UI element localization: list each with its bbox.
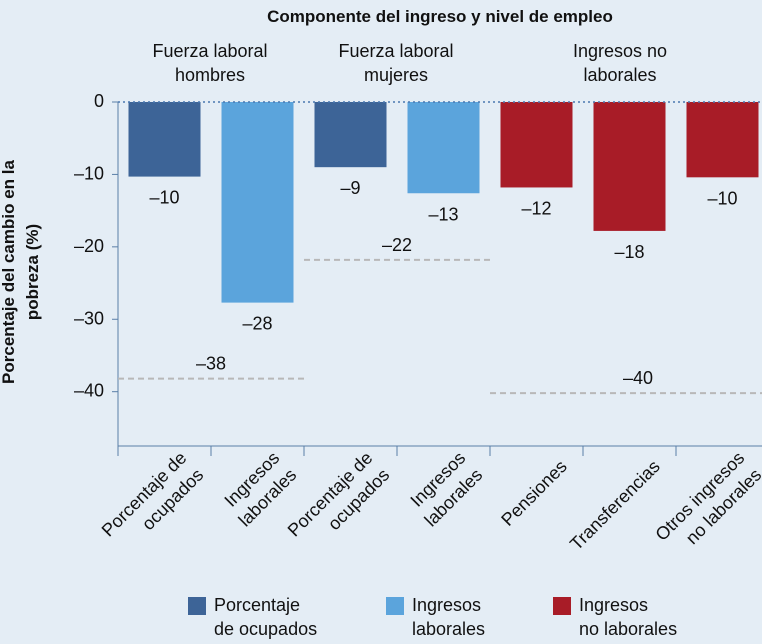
value-label: –13	[428, 204, 458, 224]
group-total-label: –38	[196, 353, 226, 373]
legend-label: Porcentaje de ocupados	[214, 595, 317, 639]
bar	[407, 102, 480, 194]
y-tick-label: 0	[94, 91, 104, 111]
group-total-label: –22	[382, 235, 412, 255]
bar	[128, 102, 201, 177]
bar	[686, 102, 759, 178]
x-tick-label: Ingresoslaborales	[217, 448, 300, 531]
legend-swatch	[188, 597, 206, 615]
x-tick-label: Transferencias	[566, 456, 664, 554]
value-label: –9	[340, 178, 360, 198]
x-tick-label: Porcentaje deocupados	[98, 448, 208, 558]
value-label: –18	[614, 242, 644, 262]
value-label: –10	[149, 187, 179, 207]
x-tick-label: Otros ingresosno laborales	[651, 448, 762, 562]
value-label: –10	[707, 188, 737, 208]
value-label: –28	[242, 313, 272, 333]
x-tick-label: Pensiones	[497, 456, 571, 530]
bar	[500, 102, 573, 188]
y-axis-title: Porcentaje del cambio en la pobreza (%)	[0, 160, 42, 384]
y-tick-label: –10	[74, 163, 104, 183]
y-tick-label: –40	[74, 380, 104, 400]
x-tick-label: Porcentaje deocupados	[284, 448, 394, 558]
legend-swatch	[386, 597, 404, 615]
legend-label: Ingresos laborales	[412, 595, 485, 639]
y-tick-label: –20	[74, 236, 104, 256]
y-tick-label: –30	[74, 308, 104, 328]
legend-swatch	[553, 597, 571, 615]
group-label: Fuerza laboral hombres	[152, 41, 267, 85]
group-label: Ingresos no laborales	[573, 41, 667, 85]
bar	[221, 102, 294, 303]
value-label: –12	[521, 198, 551, 218]
group-total-label: –40	[623, 368, 653, 388]
bar	[314, 102, 387, 168]
group-label: Fuerza laboral mujeres	[338, 41, 453, 85]
chart-title: Componente del ingreso y nivel de empleo	[267, 7, 613, 26]
bar	[593, 102, 666, 231]
x-tick-label: Ingresoslaborales	[403, 448, 486, 531]
legend-label: Ingresos no laborales	[579, 595, 677, 639]
